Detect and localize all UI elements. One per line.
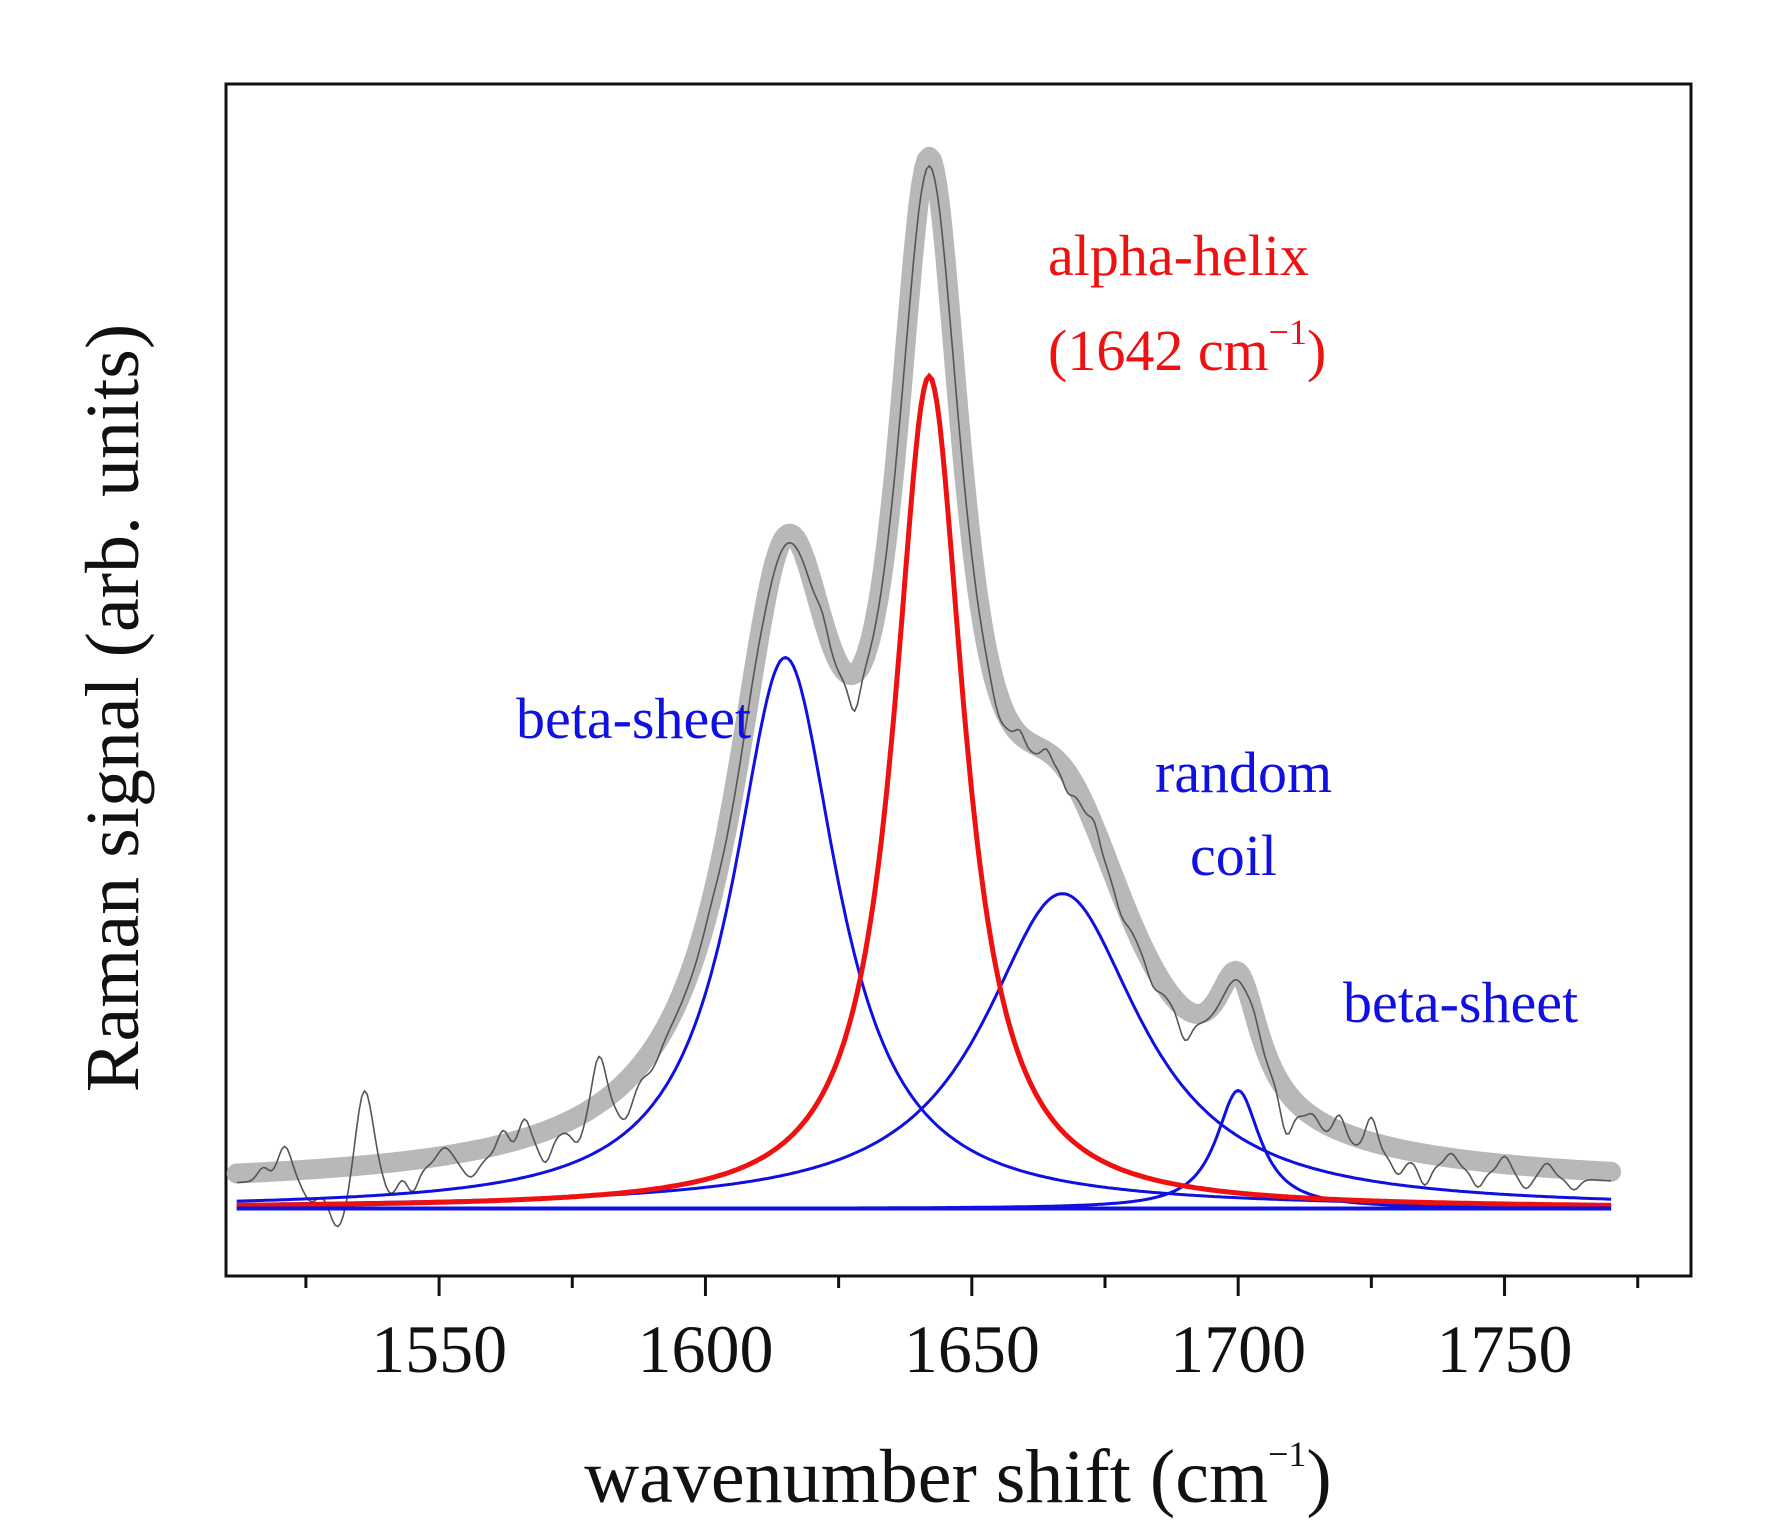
curves-layer	[226, 146, 1622, 1228]
x-tick-label-1600: 1600	[637, 1311, 773, 1387]
y-axis-title: Raman signal (arb. units)	[71, 324, 155, 1092]
x-tick-label-1750: 1750	[1437, 1311, 1573, 1387]
fit-curve	[226, 146, 1622, 1184]
x-axis-ticks	[304, 1276, 1640, 1296]
random-coil-label-line1: random	[1155, 740, 1332, 805]
alpha-helix-label: alpha-helix	[1048, 223, 1309, 288]
x-tick-label-1650: 1650	[904, 1311, 1040, 1387]
alpha-helix-position-label: (1642 cm−1)	[1048, 312, 1326, 383]
x-axis-tick-labels: 1550 1600 1650 1700 1750	[371, 1311, 1572, 1387]
x-tick-label-1700: 1700	[1170, 1311, 1306, 1387]
beta-sheet-right-label: beta-sheet	[1343, 970, 1578, 1035]
plot-frame	[224, 82, 1693, 1278]
random-coil-label-line2: coil	[1190, 823, 1277, 888]
raw-data-curve	[236, 165, 1612, 1228]
beta-sheet-left-label: beta-sheet	[516, 686, 751, 751]
x-axis-title: wavenumber shift (cm−1)	[584, 1434, 1331, 1519]
x-tick-label-1550: 1550	[371, 1311, 507, 1387]
component-beta-sheet-1615	[236, 655, 1612, 1207]
component-alpha-helix	[236, 372, 1612, 1208]
